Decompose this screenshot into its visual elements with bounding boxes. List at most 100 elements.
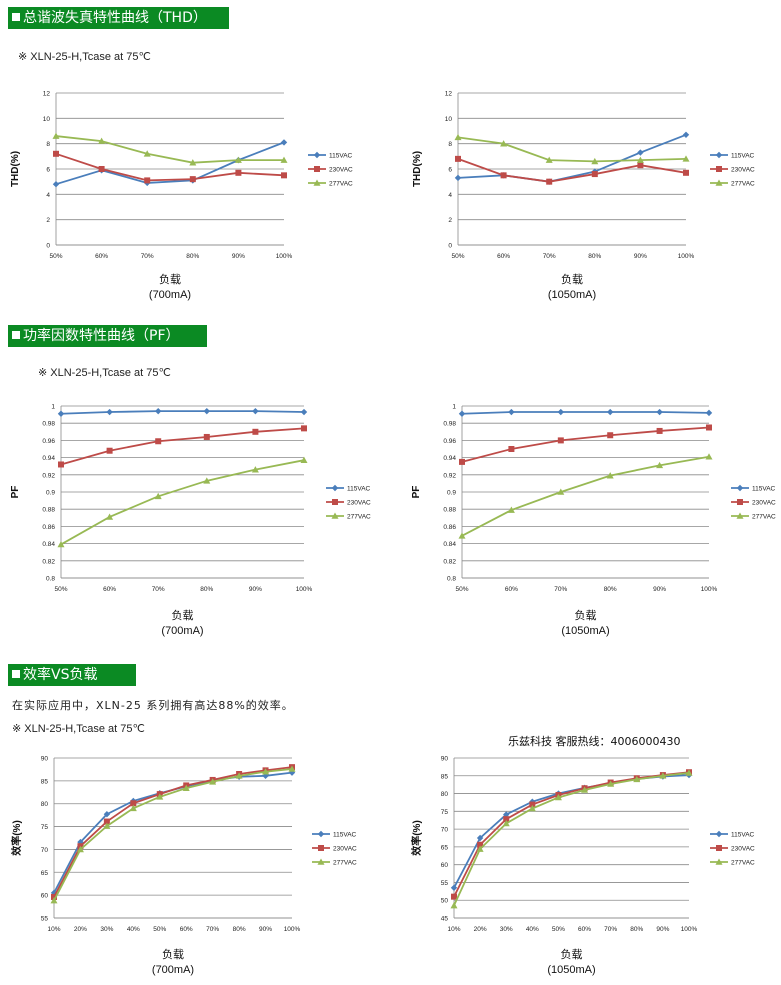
x-tick-label: 70% bbox=[206, 926, 219, 933]
legend-marker-115VAC bbox=[331, 484, 339, 492]
y-tick-label: 85 bbox=[441, 773, 449, 780]
x-tick-label: 40% bbox=[127, 926, 140, 933]
thd-condition-note: ※ XLN-25-H,Tcase at 75℃ bbox=[18, 51, 151, 63]
thd-700-chart: 0 2 4 6 8 10 12 50% 60% 70% 80% 90% 100% THD(%) 负载 (700… bbox=[10, 91, 353, 302]
y-tick-label: 75 bbox=[441, 809, 449, 816]
legend-marker-230VAC bbox=[716, 845, 722, 851]
data-point-277VAC bbox=[189, 159, 197, 166]
data-point-230VAC bbox=[189, 176, 196, 183]
y-tick-label: 6 bbox=[46, 167, 50, 174]
y-tick-label: 55 bbox=[41, 916, 49, 923]
series-line-230VAC bbox=[60, 427, 305, 466]
x-tick-label: 100% bbox=[296, 586, 313, 593]
data-point-230VAC bbox=[451, 893, 457, 900]
eff-1050-chart: 45 50 55 60 65 70 75 80 85 90 10% 20% 30% 40% 50% 60% 70… bbox=[410, 756, 755, 977]
data-point-277VAC bbox=[76, 845, 84, 853]
y-tick-label: 65 bbox=[441, 844, 449, 851]
data-point-277VAC bbox=[636, 156, 644, 163]
data-point-115VAC bbox=[656, 408, 663, 416]
data-point-115VAC bbox=[705, 409, 713, 417]
pf-section-header: 功率因数特性曲线（PF） bbox=[8, 325, 207, 347]
data-point-115VAC bbox=[607, 408, 614, 416]
legend-label: 230VAC bbox=[347, 500, 371, 507]
bullet-square-icon bbox=[12, 670, 20, 678]
x-tick-label: 50% bbox=[552, 926, 565, 933]
data-point-277VAC bbox=[182, 784, 190, 791]
y-tick-label: 0.88 bbox=[42, 507, 55, 514]
legend-marker-230VAC bbox=[318, 845, 324, 851]
data-point-230VAC bbox=[500, 172, 507, 179]
series-line-277VAC bbox=[461, 455, 710, 537]
legend-marker-277VAC bbox=[317, 858, 325, 865]
data-point-230VAC bbox=[546, 178, 553, 185]
x-tick-label: 50% bbox=[455, 586, 468, 593]
legend-marker-230VAC bbox=[314, 166, 320, 172]
y-axis-title: PF bbox=[411, 486, 422, 499]
x-tick-label: 20% bbox=[74, 926, 87, 933]
y-tick-label: 10 bbox=[43, 116, 51, 123]
data-point-230VAC bbox=[98, 166, 105, 172]
legend-marker-230VAC bbox=[737, 499, 743, 505]
y-tick-label: 2 bbox=[448, 217, 452, 224]
data-point-277VAC bbox=[235, 772, 243, 779]
data-point-277VAC bbox=[106, 513, 114, 520]
series-line-230VAC bbox=[53, 766, 293, 898]
y-tick-label: 60 bbox=[41, 893, 49, 900]
data-point-230VAC bbox=[508, 446, 515, 452]
data-point-277VAC bbox=[607, 780, 615, 787]
legend-label: 277VAC bbox=[752, 514, 776, 521]
x-axis-title: 负载 bbox=[561, 272, 583, 286]
data-point-230VAC bbox=[144, 177, 151, 184]
x-tick-label: 60% bbox=[578, 926, 591, 933]
legend-label: 277VAC bbox=[333, 860, 357, 867]
data-point-277VAC bbox=[545, 156, 553, 163]
series-line-277VAC bbox=[453, 772, 690, 906]
data-point-115VAC bbox=[450, 884, 458, 891]
series-line-115VAC bbox=[55, 141, 285, 186]
y-tick-label: 85 bbox=[41, 778, 49, 785]
legend-label: 277VAC bbox=[731, 181, 755, 188]
data-point-230VAC bbox=[503, 816, 510, 823]
y-tick-label: 0 bbox=[448, 243, 452, 250]
y-tick-label: 0.94 bbox=[42, 455, 55, 462]
data-point-230VAC bbox=[130, 800, 137, 807]
data-point-277VAC bbox=[450, 902, 458, 909]
data-point-230VAC bbox=[529, 801, 536, 808]
contact-hotline: 乐兹科技 客服热线：4006000430 bbox=[508, 735, 681, 748]
x-tick-label: 90% bbox=[259, 926, 272, 933]
data-point-230VAC bbox=[591, 171, 598, 178]
data-point-115VAC bbox=[682, 131, 690, 138]
y-tick-label: 75 bbox=[41, 824, 49, 831]
legend-marker-115VAC bbox=[317, 830, 325, 838]
legend-marker-277VAC bbox=[736, 512, 744, 519]
y-tick-label: 0.86 bbox=[42, 524, 55, 531]
data-point-115VAC bbox=[476, 834, 484, 842]
data-point-230VAC bbox=[103, 818, 110, 825]
x-axis-subtitle: (700mA) bbox=[161, 625, 203, 637]
data-point-115VAC bbox=[454, 174, 462, 182]
x-tick-label: 90% bbox=[656, 926, 669, 933]
bullet-square-icon bbox=[12, 13, 20, 21]
y-axis-title: 效率(%) bbox=[10, 820, 23, 856]
y-tick-label: 0.9 bbox=[46, 490, 55, 497]
data-point-230VAC bbox=[477, 841, 484, 848]
x-tick-label: 70% bbox=[554, 586, 567, 593]
x-axis-title: 负载 bbox=[561, 947, 583, 961]
data-point-230VAC bbox=[607, 432, 614, 439]
data-point-277VAC bbox=[554, 793, 562, 801]
legend-marker-230VAC bbox=[716, 166, 722, 172]
y-tick-label: 1 bbox=[51, 404, 55, 411]
data-point-277VAC bbox=[234, 156, 242, 163]
x-tick-label: 100% bbox=[284, 926, 301, 933]
x-tick-label: 60% bbox=[95, 253, 108, 260]
y-tick-label: 70 bbox=[441, 827, 449, 834]
data-point-277VAC bbox=[209, 778, 217, 785]
legend-marker-277VAC bbox=[715, 179, 723, 186]
y-tick-label: 70 bbox=[41, 847, 49, 854]
data-point-277VAC bbox=[143, 150, 151, 157]
y-tick-label: 0 bbox=[46, 243, 50, 250]
data-point-277VAC bbox=[288, 765, 296, 772]
x-tick-label: 60% bbox=[505, 586, 518, 593]
series-line-115VAC bbox=[60, 410, 305, 415]
x-tick-label: 70% bbox=[604, 926, 617, 933]
